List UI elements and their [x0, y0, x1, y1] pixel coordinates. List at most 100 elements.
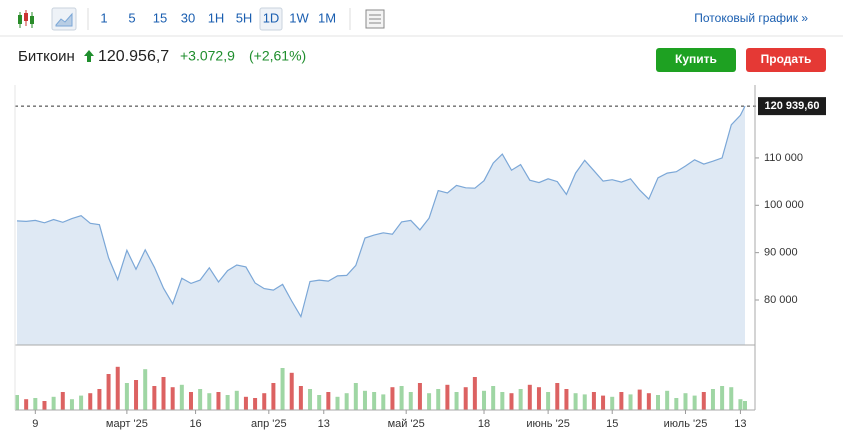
- volume-bar: [207, 393, 212, 410]
- quote: Биткоин 120.956,7 +3.072,9 (+2,61%) Купи…: [18, 48, 826, 72]
- volume-bar: [198, 389, 203, 410]
- volume-bar: [262, 393, 267, 410]
- stream-link[interactable]: Потоковый график »: [694, 11, 808, 25]
- volume-bar: [51, 396, 56, 410]
- volume-bar: [170, 387, 175, 410]
- volume-bar: [527, 384, 532, 410]
- volume-bar: [738, 399, 743, 410]
- volume-bar: [33, 398, 38, 410]
- last-price-box: [758, 97, 826, 116]
- volume-bar: [234, 390, 239, 410]
- volume-bar: [60, 392, 65, 410]
- buy-button[interactable]: [656, 48, 736, 72]
- volume-bar: [656, 395, 661, 410]
- volume-bar: [445, 384, 450, 410]
- volume-bar: [454, 392, 459, 410]
- volume-bar: [500, 392, 505, 410]
- area-icon[interactable]: [51, 7, 77, 31]
- volume-bar: [381, 394, 386, 410]
- volume-bar: [372, 392, 377, 410]
- last-price-label: 120 939,60: [764, 100, 819, 112]
- volume-bar: [674, 398, 679, 410]
- price: 120.956,7: [98, 48, 169, 65]
- volume-bar: [546, 392, 551, 410]
- toolbar-bg: [0, 0, 843, 36]
- volume-bar: [225, 395, 230, 410]
- volume-bar: [399, 386, 404, 410]
- volume-bar: [344, 393, 349, 410]
- volume-bar: [362, 390, 367, 410]
- volume-bar: [106, 374, 111, 410]
- volume-bar: [692, 395, 697, 410]
- x-tick-label: май '25: [388, 418, 425, 430]
- x-tick-label: 13: [734, 418, 746, 430]
- volume-bar: [124, 383, 129, 410]
- volume-bar: [720, 386, 725, 410]
- volume-bar: [729, 387, 734, 410]
- volume-bar: [79, 395, 84, 410]
- volume-bar: [188, 392, 193, 410]
- interval-buttons: 1 5 15 30 1H 5H 1D 1W 1M: [100, 7, 336, 31]
- volume-bar: [216, 392, 221, 410]
- y-tick-label: 90 000: [764, 247, 798, 259]
- change-pct: (+2,61%): [249, 48, 306, 64]
- volume-bar: [15, 395, 19, 410]
- volume-bar: [710, 389, 715, 410]
- volume-bar: [179, 384, 184, 410]
- price-area: [17, 106, 745, 345]
- volume-bar: [665, 390, 670, 410]
- x-tick-label: июнь '25: [526, 418, 570, 430]
- x-tick-label: июль '25: [664, 418, 708, 430]
- interval-button[interactable]: 5: [128, 10, 135, 25]
- volume-bar: [353, 383, 358, 410]
- volume-bar: [536, 387, 541, 410]
- volume-bar: [24, 399, 29, 410]
- volume-bar: [97, 389, 102, 410]
- volume-bar: [743, 401, 747, 410]
- interval-button[interactable]: 30: [181, 10, 195, 25]
- volume-bar: [326, 392, 331, 410]
- volume-bar: [518, 389, 523, 410]
- volume-bar: [637, 389, 642, 410]
- y-tick-label: 100 000: [764, 199, 804, 211]
- volume-bar: [408, 392, 413, 410]
- volume-bar: [271, 383, 276, 410]
- volume-bar: [564, 389, 569, 410]
- sell-button[interactable]: [746, 48, 826, 72]
- volume-bar: [253, 398, 258, 410]
- volume-bar: [646, 393, 651, 410]
- interval-button[interactable]: 1D: [263, 10, 280, 25]
- price-line: [16, 105, 746, 319]
- y-tick-label: 110 000: [764, 152, 803, 164]
- asset-name: Биткоин: [18, 48, 75, 65]
- volume-bar: [243, 396, 248, 410]
- volume-bar: [289, 372, 294, 410]
- volume-bar: [582, 394, 587, 410]
- x-tick-label: апр '25: [251, 418, 287, 430]
- interval-button[interactable]: 1M: [318, 10, 336, 25]
- volume-bar: [115, 366, 120, 410]
- interval-button[interactable]: 1H: [208, 10, 225, 25]
- buy-label[interactable]: Купить: [675, 52, 717, 66]
- volume-bar: [69, 399, 74, 410]
- x-tick-label: 13: [318, 418, 330, 430]
- volume-bar: [601, 395, 606, 410]
- interval-button[interactable]: 1W: [289, 10, 309, 25]
- volume-bar: [335, 396, 340, 410]
- volume-bar: [491, 386, 496, 410]
- volume-bar: [417, 383, 422, 410]
- settings-icon[interactable]: [365, 9, 385, 29]
- candles-icon[interactable]: [18, 10, 34, 28]
- volume-bar: [317, 395, 322, 410]
- sell-label[interactable]: Продать: [761, 52, 812, 66]
- volume-bar: [427, 393, 432, 410]
- x-tick-label: март '25: [106, 418, 148, 430]
- interval-button[interactable]: 15: [153, 10, 167, 25]
- volume-bar: [436, 389, 441, 410]
- interval-button[interactable]: 1: [100, 10, 107, 25]
- interval-button[interactable]: 5H: [236, 10, 253, 25]
- x-tick-label: 16: [189, 418, 201, 430]
- x-tick-label: 9: [32, 418, 38, 430]
- y-tick-label: 80 000: [764, 294, 798, 306]
- volume-bar: [280, 368, 285, 410]
